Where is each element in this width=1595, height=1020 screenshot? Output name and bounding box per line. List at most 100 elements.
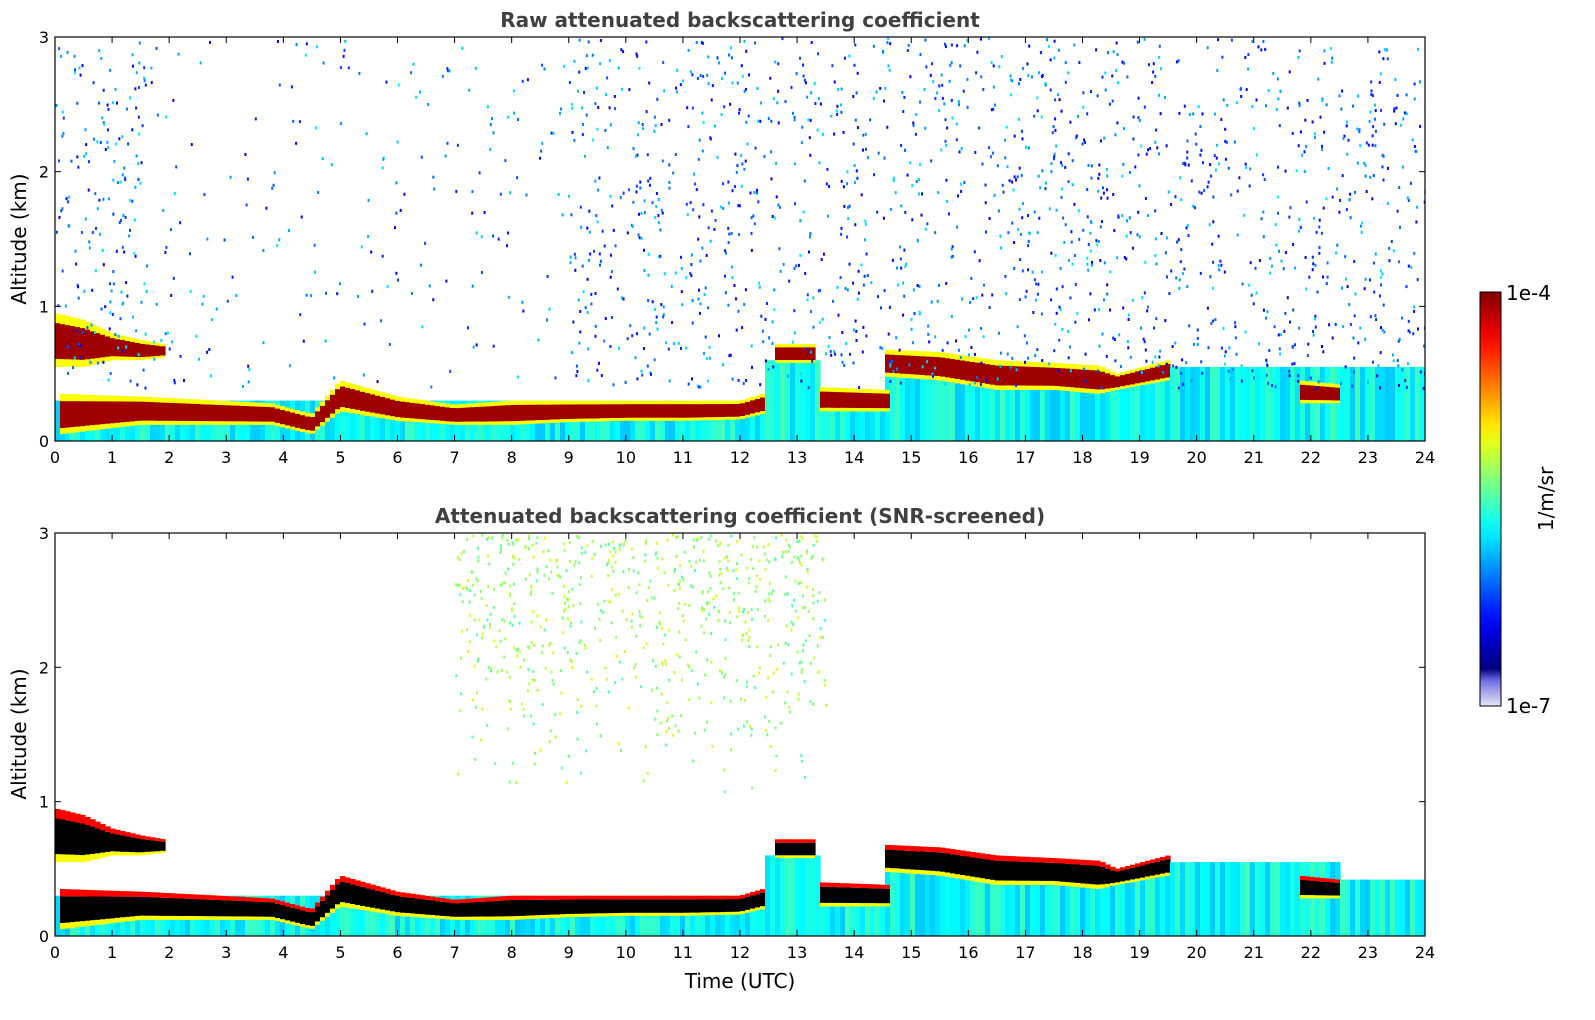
noise-pixel	[699, 385, 702, 389]
noise-pixel	[790, 628, 793, 632]
layer-rim-cell	[865, 884, 871, 889]
noise-pixel	[581, 264, 584, 268]
noise-pixel	[117, 346, 120, 350]
noise-pixel	[707, 537, 710, 541]
noise-pixel	[546, 275, 549, 278]
saturated-layer-cell	[675, 899, 681, 913]
noise-pixel	[1346, 152, 1349, 156]
noise-pixel	[905, 262, 908, 266]
noise-pixel	[1317, 77, 1320, 81]
noise-pixel	[797, 697, 800, 701]
layer-rim-cell	[665, 895, 671, 900]
noise-pixel	[615, 635, 618, 639]
noise-pixel	[728, 611, 731, 614]
noise-pixel	[85, 143, 88, 147]
noise-pixel	[91, 288, 94, 292]
noise-pixel	[703, 293, 706, 297]
noise-pixel	[1062, 216, 1065, 220]
background-aerosol-cell	[735, 895, 741, 936]
noise-pixel	[382, 157, 385, 161]
background-aerosol-cell	[1295, 366, 1301, 441]
noise-pixel	[1098, 308, 1101, 311]
noise-pixel	[1423, 344, 1425, 348]
noise-pixel	[892, 176, 895, 180]
layer-rim-cell	[1300, 875, 1306, 880]
noise-pixel	[812, 554, 815, 558]
noise-pixel	[1158, 152, 1160, 156]
noise-pixel	[661, 211, 664, 215]
layer-core-cell	[885, 354, 891, 373]
noise-pixel	[797, 581, 800, 585]
noise-pixel	[1136, 233, 1139, 237]
noise-pixel	[781, 550, 784, 554]
noise-pixel	[1147, 63, 1150, 67]
noise-pixel	[499, 192, 502, 196]
noise-pixel	[988, 217, 991, 220]
saturated-layer-cell	[1130, 867, 1136, 880]
layer-rim-cell	[65, 811, 71, 821]
noise-pixel	[1140, 370, 1143, 374]
noise-pixel	[975, 71, 978, 75]
noise-pixel	[970, 277, 973, 280]
x-tick-label: 9	[564, 448, 574, 467]
noise-pixel	[1377, 364, 1380, 368]
noise-pixel	[358, 72, 361, 75]
noise-pixel	[1070, 240, 1073, 244]
noise-pixel	[505, 670, 508, 674]
noise-pixel	[1103, 298, 1105, 302]
layer-core-cell	[120, 401, 126, 423]
noise-pixel	[134, 254, 137, 258]
noise-pixel	[494, 762, 497, 765]
noise-pixel	[1114, 359, 1117, 363]
background-aerosol-cell	[345, 400, 351, 441]
layer-rim-cell	[1055, 858, 1061, 864]
noise-pixel	[638, 66, 641, 70]
layer-rim-cell	[1120, 867, 1126, 871]
layer-rim-cell	[1050, 858, 1056, 863]
noise-pixel	[121, 173, 124, 177]
noise-pixel	[1186, 224, 1189, 227]
background-aerosol-cell	[1145, 879, 1151, 936]
noise-pixel	[872, 44, 875, 48]
noise-pixel	[782, 661, 785, 665]
layer-core-cell	[570, 404, 576, 419]
layer-core-cell	[845, 392, 851, 408]
noise-pixel	[921, 192, 923, 196]
background-aerosol-cell	[385, 895, 391, 936]
noise-pixel	[119, 180, 122, 184]
noise-pixel	[1102, 186, 1104, 190]
noise-pixel	[1096, 243, 1099, 247]
layer-core-cell	[155, 402, 161, 421]
noise-pixel	[821, 132, 824, 136]
layer-core-cell	[755, 399, 761, 413]
background-aerosol-cell	[1420, 879, 1425, 936]
layer-core-cell	[660, 404, 666, 418]
layer-rim-cell	[1025, 856, 1031, 862]
noise-pixel	[1313, 317, 1316, 321]
noise-pixel	[655, 551, 658, 555]
background-aerosol-cell	[705, 400, 711, 441]
noise-pixel	[419, 263, 422, 267]
noise-pixel	[1264, 47, 1267, 51]
noise-pixel	[728, 201, 730, 205]
noise-pixel	[1363, 287, 1366, 291]
noise-pixel	[951, 116, 954, 120]
noise-pixel	[530, 584, 533, 588]
noise-pixel	[816, 644, 819, 648]
noise-pixel	[853, 63, 856, 67]
noise-pixel	[981, 162, 984, 166]
noise-pixel	[688, 665, 691, 669]
noise-pixel	[455, 583, 458, 587]
noise-pixel	[806, 95, 809, 99]
x-tick-label: 17	[1015, 448, 1035, 467]
noise-pixel	[209, 40, 211, 44]
noise-pixel	[476, 691, 478, 695]
noise-pixel	[1374, 129, 1377, 133]
layer-core-cell	[935, 357, 941, 376]
saturated-layer-cell	[300, 910, 306, 924]
noise-pixel	[1305, 287, 1308, 291]
noise-pixel	[617, 66, 620, 70]
background-aerosol-cell	[335, 895, 341, 936]
background-aerosol-cell	[765, 360, 771, 441]
